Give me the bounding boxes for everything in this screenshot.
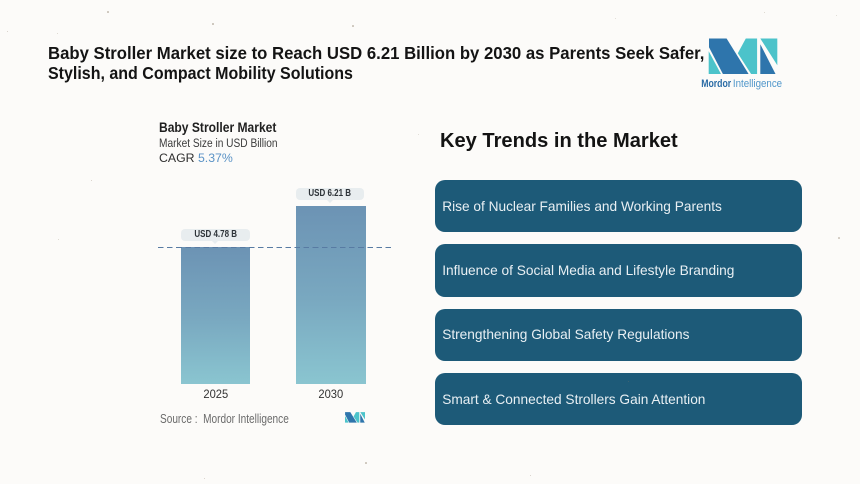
svg-text:Intelligence: Intelligence xyxy=(733,78,782,90)
svg-text:Mordor: Mordor xyxy=(701,78,732,90)
